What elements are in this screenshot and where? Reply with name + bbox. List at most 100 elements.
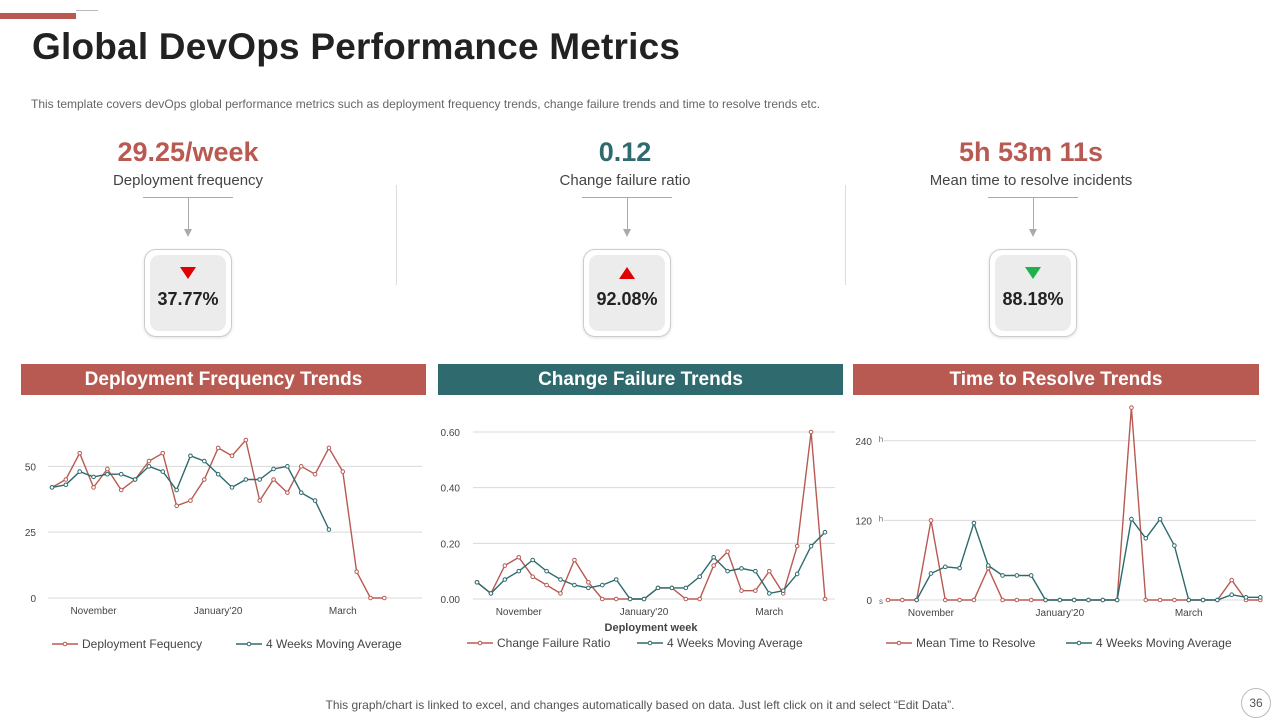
y-tick-label: 0.40 xyxy=(441,484,461,495)
resolve-trends-banner: Time to Resolve Trends xyxy=(853,364,1259,395)
arrow-down-red-icon xyxy=(180,267,196,279)
data-point xyxy=(271,477,276,482)
data-point xyxy=(780,588,786,593)
series-line-primary xyxy=(476,431,826,600)
data-point xyxy=(63,477,69,482)
data-point xyxy=(808,543,814,549)
kpi-deployment-label: Deployment frequency xyxy=(112,172,264,189)
data-point xyxy=(1143,597,1149,603)
data-point xyxy=(753,568,758,574)
data-point xyxy=(354,569,359,574)
data-point xyxy=(669,585,675,591)
data-point xyxy=(928,518,934,523)
data-point xyxy=(188,453,193,459)
data-point xyxy=(530,557,535,563)
x-tick-label: March xyxy=(755,607,783,618)
x-tick-label: January'20 xyxy=(194,606,243,617)
x-tick-label: January'20 xyxy=(1036,608,1085,619)
legend-label: 4 Weeks Moving Average xyxy=(266,637,402,651)
data-point xyxy=(257,477,262,482)
title-accent-bar xyxy=(0,13,76,19)
kpi-deployment-arrow-icon xyxy=(184,229,192,237)
data-point xyxy=(1229,577,1234,583)
data-point xyxy=(1243,595,1249,600)
footer-note: This graph/chart is linked to excel, and… xyxy=(325,698,955,712)
data-point xyxy=(1043,597,1048,603)
kpi-change-failure-change: 92.08% xyxy=(596,289,658,309)
data-point xyxy=(971,520,977,526)
data-point xyxy=(382,595,387,601)
data-point xyxy=(613,577,619,582)
data-point xyxy=(1200,597,1206,603)
data-point xyxy=(160,469,166,474)
data-point xyxy=(174,503,179,509)
data-point xyxy=(808,429,814,435)
data-point xyxy=(586,580,591,585)
kpi-divider xyxy=(845,185,846,285)
data-point xyxy=(599,582,605,588)
data-point xyxy=(1000,573,1005,578)
data-point xyxy=(1057,597,1063,603)
data-point xyxy=(914,597,919,603)
kpi-resolve-value: 5h 53m 11s xyxy=(958,137,1104,167)
data-point xyxy=(1028,597,1034,603)
data-point xyxy=(1143,536,1149,541)
data-point xyxy=(1258,595,1263,600)
kpi-deployment-value: 29.25/week xyxy=(117,137,259,167)
data-point xyxy=(683,596,689,602)
series-line-moving-average xyxy=(476,531,826,600)
data-point xyxy=(1157,516,1163,522)
kpi-change-failure-change-card: 92.08% xyxy=(583,249,671,337)
data-point xyxy=(1186,597,1192,603)
data-point xyxy=(1172,597,1177,603)
data-point xyxy=(118,471,124,477)
kpi-change-failure-label: Change failure ratio xyxy=(559,172,691,189)
data-point xyxy=(767,568,772,574)
legend-marker xyxy=(1076,640,1082,646)
data-point xyxy=(502,563,508,568)
title-accent-rule xyxy=(76,10,98,11)
data-point xyxy=(188,498,193,503)
data-point xyxy=(942,597,948,603)
data-point xyxy=(942,564,948,570)
change-failure-trends-banner: Change Failure Trends xyxy=(438,364,843,395)
data-point xyxy=(1114,597,1120,603)
legend-marker xyxy=(246,641,252,647)
data-point xyxy=(298,464,304,469)
data-point xyxy=(146,464,152,469)
data-point xyxy=(285,464,290,469)
time-to-resolve-chart: 0 s 120 h 240 h November January'20 March Mean Ti… xyxy=(855,405,1263,650)
legend-marker xyxy=(896,640,902,646)
data-point xyxy=(77,450,82,456)
data-point xyxy=(91,474,96,480)
data-point xyxy=(739,588,744,593)
kpi-change-failure-arrow-line xyxy=(627,197,628,229)
x-tick-label: January'20 xyxy=(620,607,669,618)
data-point xyxy=(118,487,124,493)
kpi-deployment-arrow-line xyxy=(188,197,189,229)
data-point xyxy=(1157,597,1163,603)
kpi-resolve-arrow-icon xyxy=(1029,229,1037,237)
data-point xyxy=(1000,597,1005,603)
data-point xyxy=(971,597,977,603)
data-point xyxy=(174,487,179,493)
data-point xyxy=(340,469,346,474)
data-point xyxy=(1129,405,1134,410)
data-point xyxy=(202,458,207,464)
y-tick-label: 240 xyxy=(855,437,872,448)
data-point xyxy=(558,591,563,596)
data-point xyxy=(105,471,110,477)
y-tick-label: 0.60 xyxy=(441,428,461,439)
data-point xyxy=(1028,573,1034,578)
arrow-up-red-icon xyxy=(619,267,635,279)
y-tick-label: 0 xyxy=(866,596,872,607)
data-point xyxy=(271,466,276,472)
data-point xyxy=(1086,597,1091,603)
data-point xyxy=(794,571,800,577)
data-point xyxy=(215,471,221,477)
data-point xyxy=(928,571,934,576)
data-point xyxy=(474,580,480,585)
deployment-trends-banner: Deployment Frequency Trends xyxy=(21,364,426,395)
series-line-moving-average xyxy=(915,517,1261,601)
x-tick-label: November xyxy=(908,608,955,619)
